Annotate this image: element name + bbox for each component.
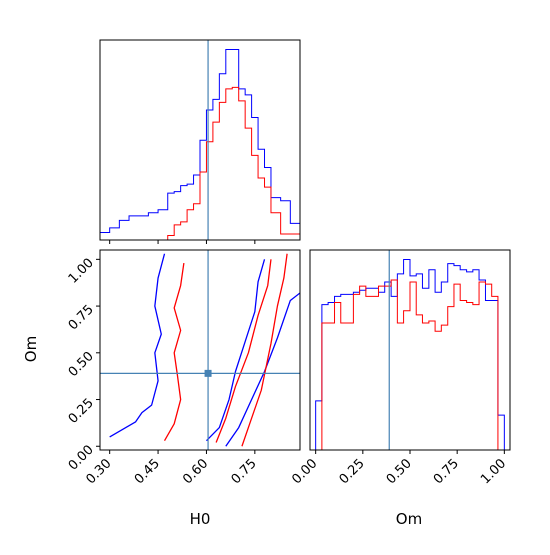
- h0-marginal-frame: [99, 39, 301, 241]
- contour-series-3: [163, 262, 185, 441]
- om-histogram-series-1: [315, 279, 505, 451]
- om-y-axis-label: Om: [22, 336, 40, 362]
- h0-marginal-panel: [99, 39, 301, 244]
- truth-point-marker: [204, 369, 212, 377]
- om-axis-label: Om: [396, 510, 422, 528]
- om-histogram-series-0: [315, 259, 505, 450]
- contour-series-4: [241, 253, 288, 447]
- contour-series-0: [109, 253, 166, 438]
- contour-frame: [99, 249, 301, 451]
- h0-histogram-series-1: [100, 86, 301, 241]
- contour-series-2: [205, 259, 266, 442]
- h0-axis-label: H0: [190, 510, 211, 528]
- contour-lines: [109, 253, 300, 447]
- contour-series-5: [215, 259, 272, 443]
- h0-histogram-series-0: [99, 49, 301, 240]
